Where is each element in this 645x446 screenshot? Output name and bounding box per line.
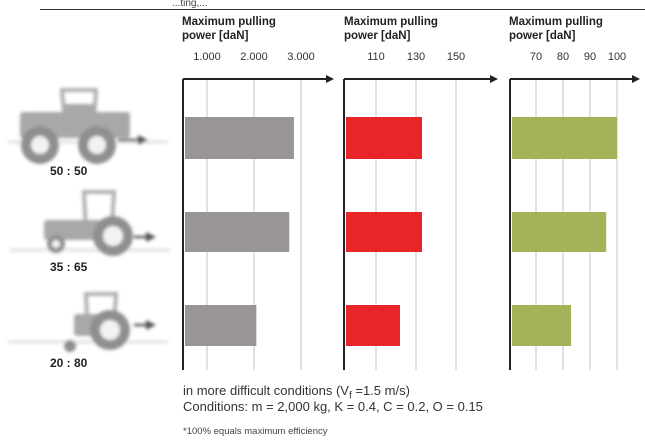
panel-1-bar-3 [185,305,257,346]
footer-conditions-params: Conditions: m = 2,000 kg, K = 0.4, C = 0… [183,399,483,414]
panel-3-title: Maximum pulling power [daN] [509,15,603,43]
panel-1-title-line1: Maximum pulling [182,16,276,28]
panel-2-tick-label-3: 150 [446,51,466,63]
panel-1-tick-label-3: 3.000 [287,51,315,63]
panel-2-title: Maximum pulling power [daN] [344,15,438,43]
top-rule [40,9,645,10]
panel-2-bar-3 [346,305,400,346]
panel-1-bar-2 [185,212,290,252]
panel-1-tick-label-2: 2.000 [240,51,268,63]
panel-1-tick-label-1: 1.000 [193,51,221,63]
panel-2-x-axis-arrow [490,75,498,83]
panel-2-tick-label-2: 130 [406,51,426,63]
panel-3-title-line1: Maximum pulling [509,16,603,28]
panel-1-x-axis-arrow [326,75,334,83]
footer-efficiency-note: *100% equals maximum efficiency [183,426,328,437]
footer-line1-suffix: =1.5 m/s) [351,383,410,398]
panel-3-bar-2 [512,212,607,252]
ratio-label-2: 35 : 65 [50,260,88,274]
panel-3-tick-label-4: 100 [607,51,627,63]
top-fragment-text: ...ting,... [172,0,208,9]
panel-3-tick-label-1: 70 [529,51,543,63]
panel-3-bar-1 [512,117,617,159]
panel-3-tick-label-2: 80 [556,51,570,63]
chart-marks-layer [182,75,640,370]
ratio-label-3: 20 : 80 [50,356,88,370]
tractor-35-65-icon [10,190,170,256]
tractor-20-80-icon [8,292,168,352]
panel-3-x-axis-arrow [632,75,640,83]
panel-2-title-line1: Maximum pulling [344,16,438,28]
panel-1-title: Maximum pulling power [daN] [182,15,276,43]
panel-2-bar-2 [346,212,422,252]
panel-1-title-line2: power [daN] [182,30,249,42]
panel-3-title-line2: power [daN] [509,30,576,42]
footer-line1-prefix: in more difficult conditions (V [183,383,349,398]
ratio-label-1: 50 : 50 [50,164,88,178]
tractor-illustrations [8,88,170,352]
footer-line1-sub: f [348,390,352,402]
panel-2-bar-1 [346,117,422,159]
panel-3-bar-3 [512,305,572,346]
panel-2-title-line2: power [daN] [344,30,411,42]
panel-1-bar-1 [185,117,294,159]
panel-3-tick-label-3: 90 [583,51,597,63]
panel-2-tick-label-1: 110 [367,51,385,63]
tractor-50-50-icon [8,88,168,164]
footer-condition-line: in more difficult conditions (Vf =1.5 m/… [183,383,410,402]
